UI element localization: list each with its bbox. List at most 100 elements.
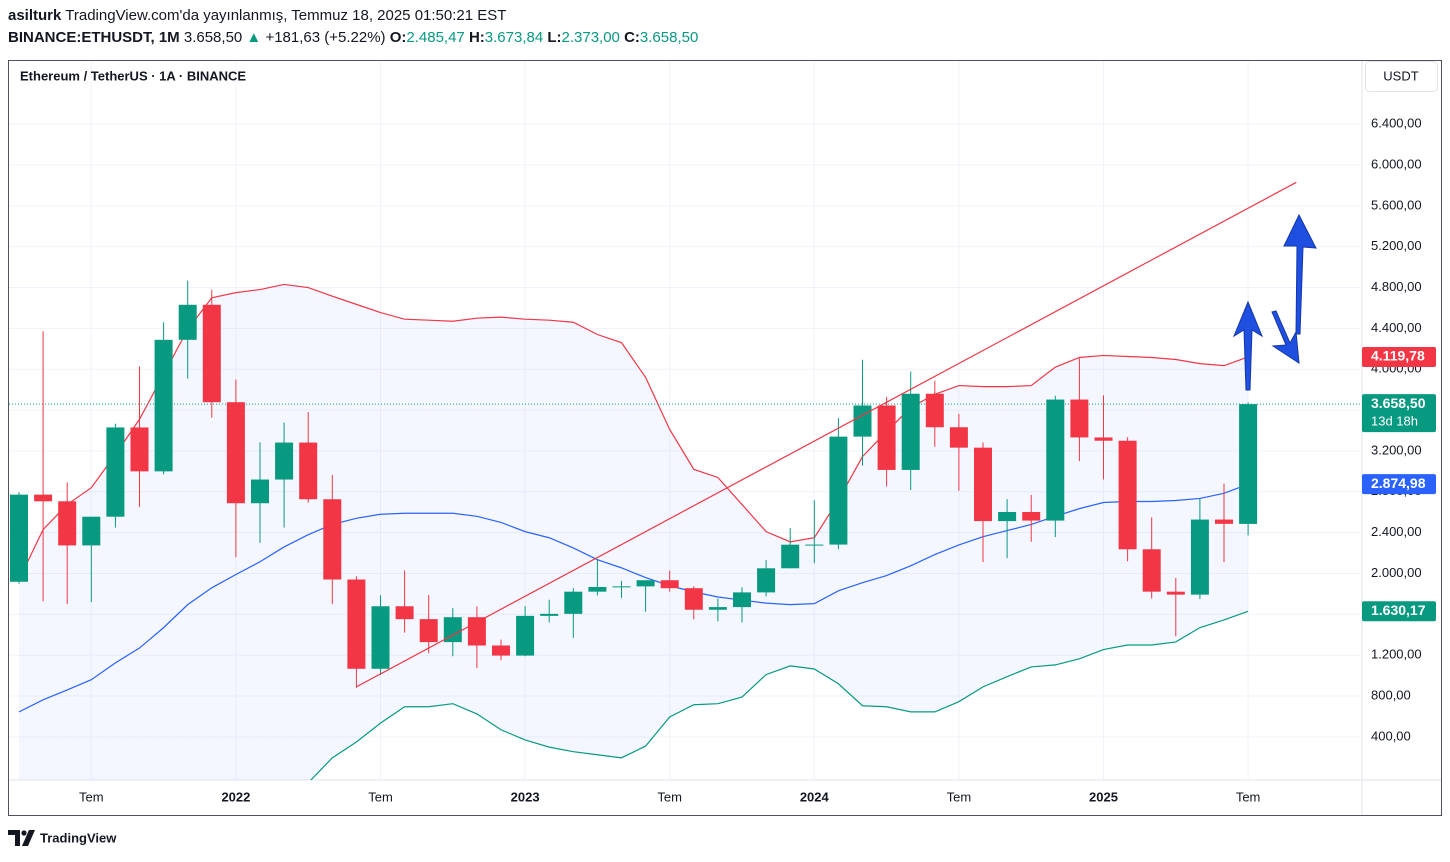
candle-body (202, 304, 221, 403)
ohlc-value: 2.373,00 (562, 29, 620, 46)
x-tick-label: 2024 (800, 789, 830, 804)
candle-body (998, 512, 1017, 522)
price-label-bg (1362, 394, 1436, 433)
y-tick-label: 2.400,00 (1371, 524, 1422, 539)
candle-body (395, 606, 414, 620)
candle-body (154, 339, 173, 472)
x-tick-label: Tem (1236, 789, 1261, 804)
plot (9, 181, 1362, 780)
candle-body (829, 436, 848, 545)
y-tick-label: 5.600,00 (1371, 197, 1422, 212)
bb-basis (18, 483, 1249, 713)
candle-body (781, 544, 800, 569)
currency[interactable]: USDT (1383, 68, 1418, 83)
x-tick-label: 2025 (1089, 789, 1118, 804)
candle-body (371, 606, 390, 669)
y-tick-label: 4.400,00 (1371, 320, 1422, 335)
candle-body (1094, 437, 1113, 441)
candle-body (1215, 519, 1233, 524)
candle-body (805, 544, 824, 546)
candle-body (612, 586, 631, 588)
candle-body (733, 592, 751, 608)
candle-body (467, 617, 486, 646)
candle-body (901, 393, 920, 470)
y-tick-label: 2.000,00 (1371, 565, 1422, 580)
candle-body (82, 516, 101, 546)
bb-lower (310, 610, 1249, 780)
candle-body (34, 494, 53, 502)
candle-body (949, 427, 968, 448)
candle-body (1190, 519, 1209, 595)
ohlc-value: 3.673,84 (485, 29, 543, 46)
arrow: ▲ (246, 29, 261, 46)
candle-body (492, 645, 510, 656)
candle-body (443, 617, 462, 643)
candle-body (877, 405, 896, 470)
trend-line (356, 181, 1297, 688)
chart-frame (8, 60, 1442, 816)
x-tick-label: Tem (947, 789, 972, 804)
price-label: 4.119,78 (1371, 348, 1425, 364)
price: 3.658,50 (184, 29, 242, 46)
user: asilturk (8, 7, 62, 24)
candle-body (660, 580, 679, 589)
x-tick-label: 2023 (511, 789, 540, 804)
candle-body (1166, 591, 1185, 595)
y-tick-label: 400,00 (1371, 728, 1411, 743)
candle-body (58, 501, 77, 546)
candle-body (299, 442, 318, 500)
arrows (1232, 213, 1317, 391)
candle-body (853, 405, 872, 437)
logo-icon (8, 830, 35, 846)
candle-body (106, 427, 125, 517)
price-label: 2.874,98 (1371, 475, 1426, 491)
ohlc-label: L: (547, 29, 561, 46)
candle-body (708, 607, 727, 610)
candle-body (564, 591, 583, 614)
x-tick-label: Tem (657, 789, 682, 804)
y-tick-label: 5.200,00 (1371, 238, 1422, 253)
candle-body (1046, 399, 1065, 521)
candle-body (925, 393, 944, 428)
axes: 400,00800,001.200,001.600,002.000,002.40… (79, 116, 1436, 804)
logo-dot (21, 830, 27, 836)
candle-body (226, 402, 245, 504)
x-tick-label: 2022 (221, 789, 250, 804)
ohlc-label: H: (469, 29, 485, 46)
price-label: 1.630,17 (1371, 602, 1426, 618)
candle-body (130, 427, 149, 472)
y-tick-label: 4.800,00 (1371, 279, 1422, 294)
price-label-bg (1362, 601, 1436, 622)
candle-body (540, 613, 559, 616)
logo (8, 830, 35, 846)
price-label-bg (1362, 346, 1436, 367)
ohlc-label: O: (390, 29, 407, 46)
candle-body (419, 619, 438, 643)
header-line2: BINANCE:ETHUSDT, 1M 3.658,50 ▲ +181,63 (… (8, 29, 698, 46)
ohlc-label: C: (624, 29, 640, 46)
symbol: BINANCE:ETHUSDT, 1M (8, 29, 180, 46)
ohlc-value: 2.485,47 (406, 29, 464, 46)
candle-body (1022, 512, 1041, 521)
candle-body (1239, 404, 1258, 524)
candle-body (636, 580, 655, 587)
y-tick-label: 6.400,00 (1371, 116, 1422, 131)
ohlc-value: 3.658,50 (640, 29, 698, 46)
brand: TradingView (40, 830, 117, 845)
chart-title: Ethereum / TetherUS · 1A · BINANCE (20, 68, 246, 83)
currency-button[interactable] (1365, 61, 1438, 92)
y-tick-label: 3.200,00 (1371, 442, 1422, 457)
candle-body (684, 588, 703, 610)
candle-body (1142, 549, 1161, 592)
x-tick-label: Tem (79, 789, 104, 804)
countdown: 13d 18h (1371, 414, 1418, 429)
price-label-bg (1362, 474, 1436, 495)
candle-body (1118, 440, 1137, 550)
candle-body (347, 579, 366, 669)
y-tick-label: 1.200,00 (1371, 647, 1422, 662)
price-label: 3.658,50 (1371, 395, 1426, 411)
y-tick-label: 6.000,00 (1371, 156, 1422, 171)
arrow-up (1232, 300, 1264, 391)
candle-body (1070, 399, 1089, 438)
